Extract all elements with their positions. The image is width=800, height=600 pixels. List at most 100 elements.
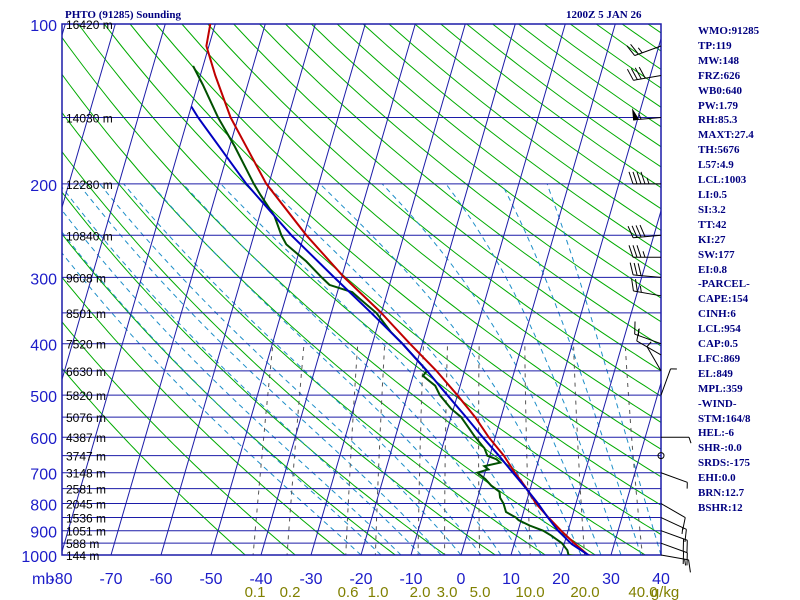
height-label: 9608 m <box>66 271 106 285</box>
mixing-ratio-line <box>345 343 359 555</box>
isotherm-line <box>62 24 116 210</box>
isotherm-line <box>0 24 15 555</box>
index-line: -WIND- <box>698 397 737 410</box>
temperature-tick-label: -50 <box>199 571 222 588</box>
wind-barb-half-flag <box>681 527 684 535</box>
axis-unit-label: mb <box>32 571 54 588</box>
mixing-ratio-label: 0.6 <box>338 584 359 600</box>
temperature-tick-label: -60 <box>149 571 172 588</box>
wind-barb <box>660 368 677 396</box>
moist-adiabat-line <box>150 183 502 555</box>
wind-barb-staff <box>634 45 662 57</box>
height-label: 4387 m <box>66 431 106 445</box>
index-line: FRZ:626 <box>698 69 741 82</box>
dry-adiabat-line <box>62 191 447 555</box>
calm-wind-circle <box>657 452 665 460</box>
wind-barb-flag <box>626 68 634 81</box>
temperature-tick-label: 10 <box>502 571 520 588</box>
pressure-tick-label: 400 <box>30 338 57 355</box>
temperature-tick-label: 30 <box>602 571 620 588</box>
height-label: 7520 m <box>66 338 106 352</box>
index-line: LFC:869 <box>698 352 741 365</box>
height-label: 5076 m <box>66 411 106 425</box>
wind-barb-half-flag <box>637 47 643 54</box>
moist-adiabat-line <box>99 183 462 555</box>
wind-barb <box>660 503 686 531</box>
wind-barb <box>646 341 662 372</box>
index-line: MAXT:27.4 <box>698 129 754 142</box>
index-line: SRDS:-175 <box>698 457 750 470</box>
isotherm-line <box>62 24 216 554</box>
wind-barb-half-flag <box>684 559 687 566</box>
mixing-ratio-line <box>286 343 305 555</box>
isotherm-line <box>62 24 166 382</box>
isotherm-line <box>160 24 316 555</box>
dewpoint-trace <box>192 65 575 555</box>
temperature-trace <box>205 24 592 555</box>
temperature-tick-label: -70 <box>99 571 122 588</box>
height-label: 2581 m <box>66 483 106 497</box>
index-line: EHI:0.0 <box>698 472 736 485</box>
mixing-ratio-label: 40.0 <box>628 584 657 600</box>
wind-barb-staff <box>660 472 688 483</box>
mixing-ratio-line <box>624 343 643 555</box>
wind-barb-flag <box>637 263 642 276</box>
temperature-tick-label: 0 <box>457 571 466 588</box>
wind-barb-flag <box>640 171 646 185</box>
height-label: 1536 m <box>66 512 106 526</box>
height-label: 16420 m <box>66 18 113 32</box>
moist-adiabat-line <box>182 183 522 555</box>
height-label: 2045 m <box>66 498 106 512</box>
wind-barb-flag <box>629 262 634 276</box>
dry-adiabat-line <box>62 73 597 555</box>
wind-barb <box>660 472 688 489</box>
wind-barb-flag <box>628 171 634 185</box>
dry-adiabat-line <box>336 24 661 276</box>
index-line: RH:85.3 <box>698 114 738 127</box>
moist-adiabat-line <box>123 183 482 555</box>
isotherm-line <box>410 24 566 555</box>
isotherm-line <box>610 381 661 555</box>
wind-barb-flag <box>631 278 634 292</box>
parcel-trace <box>190 105 591 555</box>
wind-barb <box>628 171 661 185</box>
index-line: TT:42 <box>698 218 727 231</box>
pressure-tick-label: 800 <box>30 498 57 515</box>
index-line: TP:119 <box>698 39 732 52</box>
dry-adiabat-line <box>103 24 661 506</box>
index-line: -PARCEL- <box>698 278 750 291</box>
pressure-tick-label: 200 <box>30 178 57 195</box>
mixing-ratio-line <box>524 343 531 555</box>
index-line: STM:164/8 <box>698 412 751 425</box>
dry-adiabat-line <box>285 24 661 323</box>
index-line: MW:148 <box>698 54 739 67</box>
wind-barb-flag <box>635 279 638 292</box>
height-label: 1051 m <box>66 525 106 539</box>
dry-adiabat-line <box>77 24 661 536</box>
grid-lines <box>61 23 662 556</box>
dry-adiabat-line <box>259 24 661 347</box>
pressure-tick-label: 1000 <box>21 549 57 566</box>
wind-barb-flag <box>630 43 639 55</box>
index-line: L57:4.9 <box>698 159 734 172</box>
index-line: CAP:0.5 <box>698 338 739 351</box>
pressure-tick-label: 600 <box>30 431 57 448</box>
mixing-ratio-label: 10.0 <box>515 584 544 600</box>
height-label: 3148 m <box>66 467 106 481</box>
index-line: WMO:91285 <box>698 25 760 37</box>
moist-adiabat-line <box>501 183 642 555</box>
wind-barb-flag <box>628 245 634 258</box>
index-line: TH:5676 <box>698 144 740 157</box>
temperature-tick-label: -20 <box>349 571 372 588</box>
isotherm-line <box>210 24 366 555</box>
wind-barb-half-flag <box>688 437 692 444</box>
temperature-tick-label: -10 <box>399 571 422 588</box>
isotherm-line <box>510 36 661 555</box>
index-line: EL:849 <box>698 367 733 380</box>
wind-barb-staff <box>634 333 662 345</box>
wind-barb-half-flag <box>642 251 646 258</box>
wind-barb-staff <box>660 542 688 554</box>
index-line: BRN:12.7 <box>698 487 745 500</box>
wind-barb <box>628 245 661 258</box>
